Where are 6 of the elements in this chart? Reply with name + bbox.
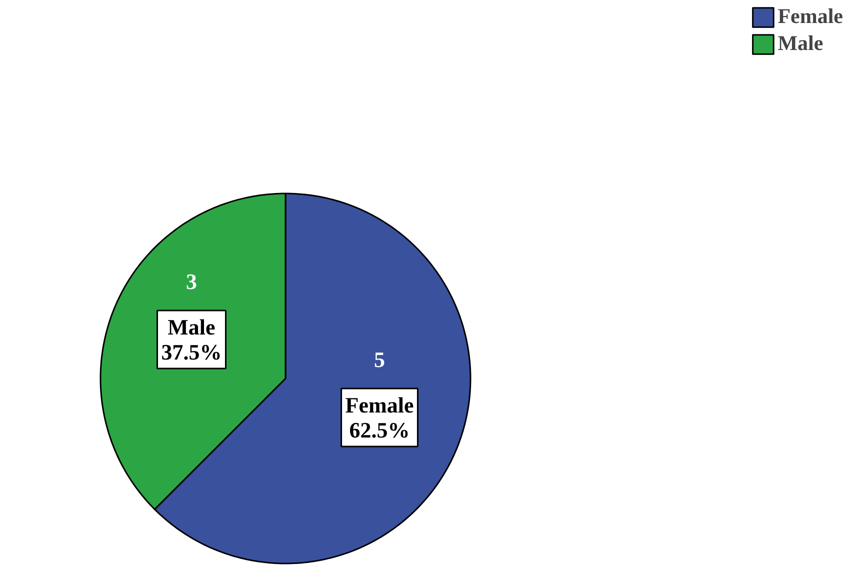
data-label: 3 [186, 269, 197, 294]
text: Male 37.5% [161, 314, 222, 365]
legend-label: Female [778, 4, 843, 29]
text: Female 62.5% [345, 392, 414, 442]
legend-label: Male [778, 31, 824, 56]
data-label: 5 [374, 346, 386, 372]
